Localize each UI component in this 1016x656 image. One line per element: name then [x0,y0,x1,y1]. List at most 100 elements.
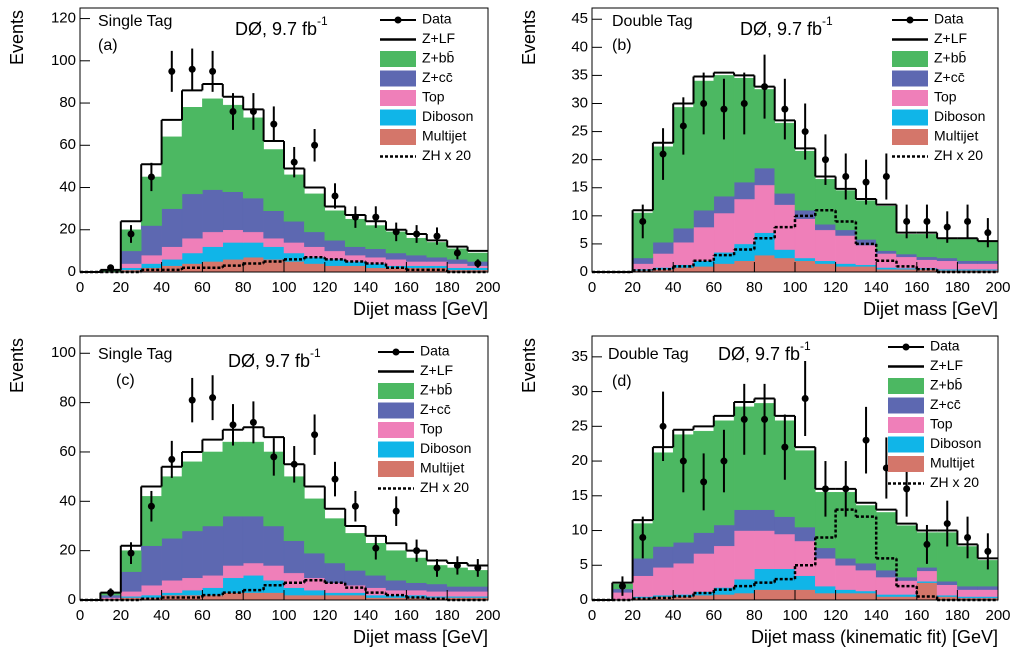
legend-label: Z+LF [934,30,967,46]
legend-label: Z+LF [422,30,455,46]
hist-bar [652,241,674,254]
hist-bar [365,594,387,598]
hist-bar [283,174,305,222]
data-point [679,122,687,130]
hist-bar [774,516,796,535]
data-point [107,264,115,272]
y-tick-label: 120 [51,10,76,27]
hist-bar [161,246,183,260]
hist-bar [202,575,224,588]
hist-bar [754,184,775,233]
x-tick-label: 40 [665,607,682,624]
legend-swatch [892,70,928,87]
hist-bar [672,227,694,243]
hist-bar [815,585,836,594]
x-tick-label: 100 [271,279,296,296]
legend-label: Z+cc̄ [934,69,965,85]
data-point [862,436,870,444]
legend-label: Data [422,11,452,27]
hist-bar [713,195,735,214]
hist-bar [652,567,674,596]
legend-swatch [378,383,414,399]
hist-bar [936,580,958,585]
data-point [943,520,951,528]
hist-bar [324,518,346,564]
hist-bar [426,256,448,262]
x-tick-label: 140 [864,607,889,624]
data-point [290,158,298,166]
hist-bar [263,592,285,601]
legend-swatch [378,402,414,419]
legend-label: Data [420,343,450,359]
legend-swatch [892,51,928,67]
data-point [209,394,217,402]
hist-bar [835,235,857,264]
hist-bar [977,260,999,264]
legend-label: Diboson [930,435,981,451]
hist-bar [774,249,796,259]
y-tick-label: 0 [580,591,588,608]
hist-bar [222,565,244,579]
legend-swatch [888,417,924,433]
hist-bar [916,259,938,269]
hist-bar [713,594,735,601]
legend-label: Multijet [930,455,974,471]
hist-bar [324,582,346,593]
data-point [147,502,155,510]
hist-bar [733,260,755,273]
x-tick-label: 20 [112,607,129,624]
y-tick-label: 80 [59,394,76,411]
x-tick-label: 200 [985,279,1010,296]
hist-bar [977,585,999,590]
hist-bar [222,441,244,517]
legend-swatch [380,51,416,67]
data-point [923,540,931,548]
hist-bar [365,575,387,588]
panel-label: (d) [612,373,632,390]
hist-bar [672,267,694,273]
data-point [474,260,482,268]
x-tick-label: 140 [353,607,378,624]
x-tick-label: 160 [394,279,419,296]
x-tick-label: 80 [746,279,763,296]
hist-bar [875,250,897,254]
y-axis-label: Events [519,10,539,65]
experiment-text: DØ, 9.7 fb [228,351,310,371]
data-point [270,120,278,128]
lumi-exponent: -1 [317,14,328,28]
panel-label: (b) [612,37,632,54]
hist-bar [467,586,489,592]
data-point [821,156,829,164]
hist-bar [161,580,183,593]
hist-bar [263,149,285,212]
hist-bar [754,509,775,531]
hist-bar [242,515,264,564]
y-tick-label: 60 [59,136,76,153]
legend-label: Data [930,338,960,354]
hist-bar [957,589,978,597]
data-point [984,229,992,237]
data-point [249,107,257,115]
hist-bar [385,252,407,260]
hist-bar [754,568,775,590]
hist-bar [344,570,366,586]
hist-bar [794,450,816,528]
x-tick-label: 180 [945,607,970,624]
tag-label: Double Tag [612,13,693,30]
hist-bar [693,226,715,262]
hist-bar [324,562,346,583]
y-tick-label: 100 [51,52,76,69]
hist-bar [140,545,162,586]
hist-bar [426,261,448,266]
data-point [453,249,461,257]
hist-bar [875,596,897,601]
y-tick-label: 30 [571,94,588,111]
data-point [781,105,789,113]
y-tick-label: 20 [571,452,588,469]
experiment-label: DØ, 9.7 fb-1 [718,339,811,364]
x-tick-label: 60 [194,279,211,296]
data-point [351,502,359,510]
hist-bar [774,533,796,569]
legend-label: Z+bb̄ [422,50,455,66]
hist-bar [120,591,142,597]
